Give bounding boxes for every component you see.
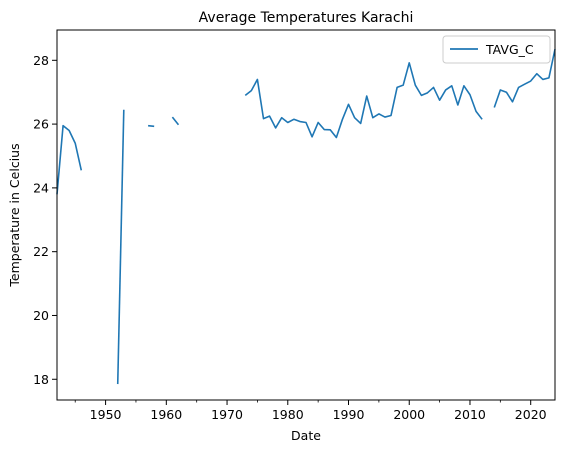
y-axis-label: Temperature in Celcius [7, 143, 22, 287]
series-line-segment [116, 109, 125, 385]
series-line-segment [244, 62, 483, 139]
series-line-segment [171, 116, 180, 126]
series-line-segment [56, 124, 83, 195]
chart-title: Average Temperatures Karachi [199, 10, 414, 26]
legend-label: TAVG_C [485, 42, 534, 57]
plot-lines [56, 48, 556, 385]
series-line-segment [148, 124, 155, 128]
x-tick-label: 1970 [211, 407, 243, 422]
series-line-segment [493, 48, 556, 108]
x-tick-label: 1960 [150, 407, 182, 422]
y-tick-label: 18 [33, 372, 49, 387]
y-tick-label: 24 [33, 180, 49, 195]
y-axis-ticks: 18 20 22 24 26 28 [33, 53, 57, 387]
y-tick-label: 26 [33, 117, 49, 132]
legend-box [442, 35, 551, 64]
plot-frame [56, 29, 556, 401]
x-axis-ticks: 1950 1960 1970 1980 1990 2000 2010 2020 [74, 400, 547, 422]
x-axis-label: Date [291, 428, 321, 443]
y-tick-label: 28 [33, 53, 49, 68]
x-tick-label: 1950 [90, 407, 122, 422]
legend: TAVG_C [442, 35, 551, 64]
x-tick-label: 2010 [454, 407, 486, 422]
x-tick-label: 1990 [333, 407, 365, 422]
y-tick-label: 20 [33, 308, 49, 323]
y-tick-label: 22 [33, 244, 49, 259]
x-tick-label: 2000 [393, 407, 425, 422]
x-tick-label: 1980 [272, 407, 304, 422]
x-tick-label: 2020 [515, 407, 547, 422]
